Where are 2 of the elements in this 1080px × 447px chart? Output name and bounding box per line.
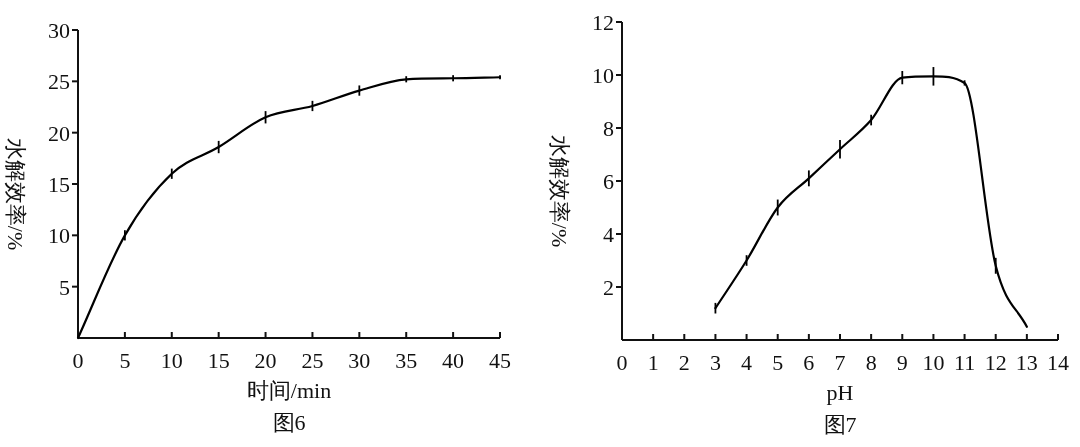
caption: 图6 [272, 410, 306, 435]
caption: 图7 [823, 412, 857, 437]
